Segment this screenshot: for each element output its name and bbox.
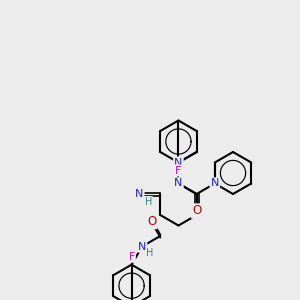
Text: H: H — [145, 197, 152, 207]
Text: N: N — [211, 178, 219, 188]
Text: N: N — [138, 242, 146, 251]
Text: N: N — [135, 189, 143, 199]
Text: F: F — [175, 166, 182, 176]
Text: N: N — [174, 178, 183, 188]
Text: O: O — [147, 215, 157, 228]
Text: O: O — [192, 205, 201, 218]
Text: H: H — [146, 248, 154, 259]
Text: F: F — [128, 252, 135, 262]
Text: N: N — [174, 158, 183, 167]
